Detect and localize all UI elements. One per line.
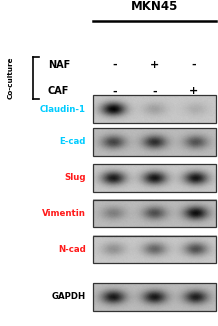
Text: +: +: [150, 60, 159, 70]
Bar: [93, 235, 216, 263]
Text: -: -: [152, 86, 157, 96]
Bar: [93, 95, 216, 123]
Text: E-cad: E-cad: [60, 137, 86, 146]
Bar: [93, 200, 216, 228]
Text: Slug: Slug: [65, 173, 86, 182]
Bar: [93, 164, 216, 191]
Text: -: -: [112, 60, 117, 70]
Text: +: +: [189, 86, 198, 96]
Text: -: -: [112, 86, 117, 96]
Text: CAF: CAF: [48, 86, 69, 96]
Text: -: -: [191, 60, 196, 70]
Bar: [93, 128, 216, 156]
Bar: [93, 283, 216, 310]
Text: Vimentin: Vimentin: [42, 209, 86, 218]
Text: N-cad: N-cad: [58, 245, 86, 254]
Text: Claudin-1: Claudin-1: [40, 105, 86, 114]
Text: MKN45: MKN45: [131, 0, 178, 13]
Text: NAF: NAF: [48, 60, 70, 70]
Text: GAPDH: GAPDH: [52, 292, 86, 301]
Text: Co-culture: Co-culture: [8, 57, 14, 99]
